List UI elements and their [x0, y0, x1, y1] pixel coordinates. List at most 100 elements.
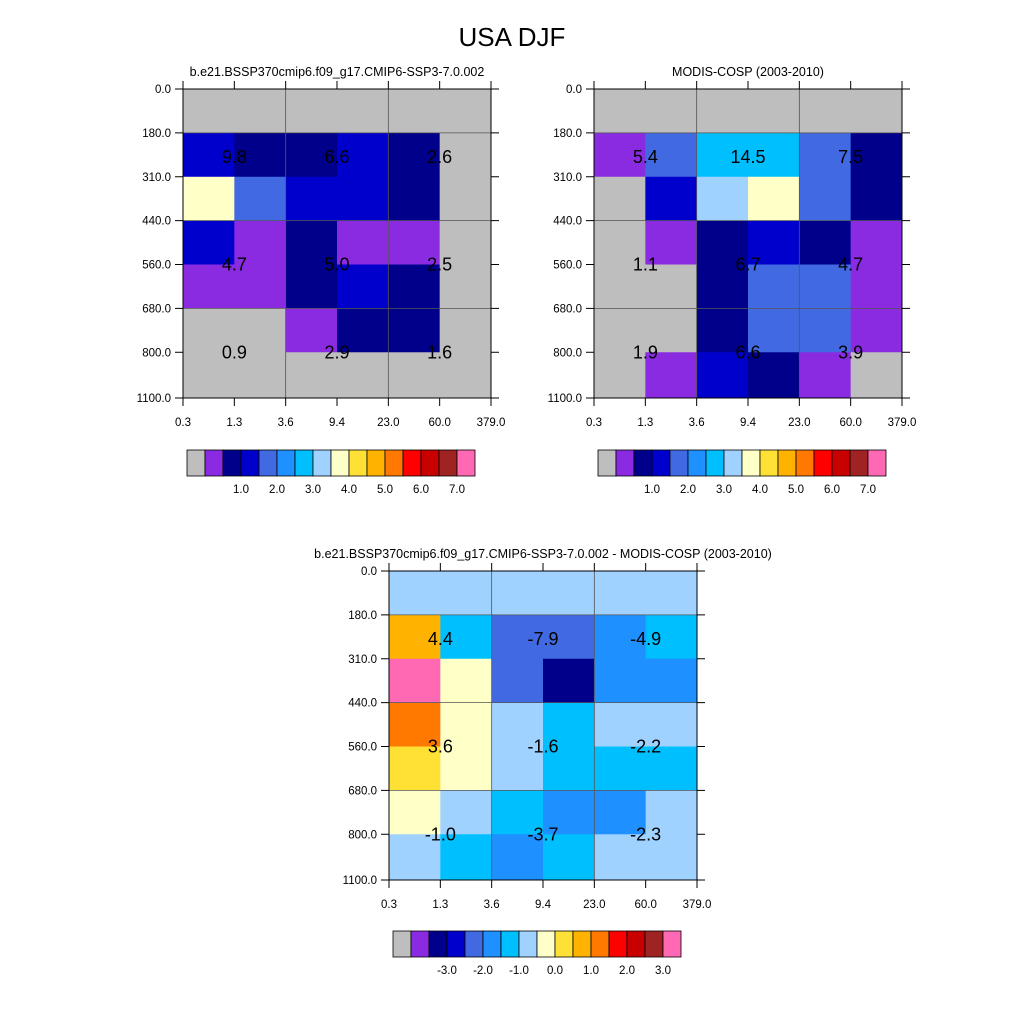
- block-value-label: 2.6: [427, 147, 452, 167]
- colorbar-label: -1.0: [509, 965, 529, 977]
- heatmap-cell: [543, 834, 595, 881]
- colorbar-swatch: [687, 449, 707, 477]
- colorbar-swatch: [330, 449, 350, 477]
- x-tick-label: 1.3: [432, 899, 448, 911]
- heatmap-cell: [440, 834, 493, 881]
- colorbar-swatch: [446, 930, 466, 958]
- colorbar-swatch: [608, 930, 628, 958]
- heatmap-cell: [389, 614, 441, 660]
- heatmap-cell: [234, 264, 287, 309]
- heatmap-cell: [850, 176, 903, 222]
- y-tick-label: 180.0: [348, 610, 377, 622]
- heatmap-cell: [645, 264, 698, 309]
- colorbar-label: 2.0: [619, 965, 635, 977]
- y-tick-label: 0.0: [361, 566, 377, 578]
- heatmap-cell: [594, 746, 647, 791]
- heatmap-cell: [491, 746, 544, 791]
- heatmap-cell: [337, 132, 389, 178]
- block-value-label: 1.1: [633, 255, 658, 275]
- heatmap-cell: [285, 352, 338, 399]
- block-value-label: -7.9: [527, 629, 558, 649]
- x-tick-label: 379.0: [683, 899, 712, 911]
- heatmap-cell: [645, 658, 698, 704]
- x-tick-label: 0.3: [175, 417, 191, 429]
- colorbar-swatch: [723, 449, 743, 477]
- x-tick-label: 379.0: [888, 417, 917, 429]
- colorbar-swatch: [204, 449, 224, 477]
- colorbar-swatch: [312, 449, 332, 477]
- colorbar-label: -3.0: [437, 965, 457, 977]
- heatmap-cell: [388, 132, 441, 178]
- colorbar-swatch: [867, 449, 887, 477]
- heatmap-cell: [594, 220, 646, 265]
- heatmap-cell: [337, 176, 389, 222]
- heatmap-cell: [388, 308, 441, 353]
- heatmap-cell: [439, 89, 492, 134]
- heatmap-cell: [799, 132, 852, 178]
- heatmap-cell: [645, 308, 698, 353]
- heatmap-cell: [696, 308, 749, 353]
- block-value-label: 7.5: [838, 147, 863, 167]
- heatmap-cell: [748, 89, 800, 134]
- heatmap-panel-1: b.e21.BSSP370cmip6.f09_g17.CMIP6-SSP3-7.…: [137, 65, 506, 496]
- block-value-label: 1.9: [633, 342, 658, 362]
- y-tick-label: 800.0: [553, 347, 582, 359]
- heatmap-panel-2: MODIS-COSP (2003-2010) 0.0 180.0 310.0 440.0…: [548, 65, 917, 496]
- block-value-label: 14.5: [730, 147, 765, 167]
- y-tick-label: 680.0: [142, 303, 171, 315]
- heatmap-cell: [234, 352, 287, 399]
- y-tick-label: 560.0: [348, 742, 377, 754]
- heatmap-cell: [440, 746, 493, 791]
- heatmap-cell: [799, 220, 852, 265]
- x-tick-label: 9.4: [535, 899, 552, 911]
- heatmap-cell: [594, 132, 646, 178]
- block-value-label: 4.7: [222, 255, 247, 275]
- colorbar-swatch: [366, 449, 386, 477]
- heatmap-cell: [337, 264, 389, 309]
- heatmap-cell: [696, 89, 749, 134]
- x-tick-label: 1.3: [637, 417, 653, 429]
- colorbar-swatch: [410, 930, 430, 958]
- heatmap-cell: [696, 352, 749, 399]
- heatmap-cell: [594, 89, 646, 134]
- colorbar-swatch: [597, 449, 617, 477]
- heatmap-cell: [337, 89, 389, 134]
- heatmap-cell: [440, 658, 493, 704]
- colorbar-swatch: [294, 449, 314, 477]
- colorbar-swatch: [438, 449, 458, 477]
- colorbar-label: -2.0: [473, 965, 493, 977]
- y-tick-label: 180.0: [553, 128, 582, 140]
- heatmap-cell: [491, 658, 544, 704]
- y-tick-label: 440.0: [142, 216, 171, 228]
- y-tick-label: 800.0: [348, 829, 377, 841]
- heatmap-cell: [183, 89, 235, 134]
- colorbar-label: 5.0: [377, 484, 393, 496]
- heatmap-cell: [594, 308, 646, 353]
- colorbar-label: 2.0: [269, 484, 285, 496]
- heatmap-cell: [696, 264, 749, 309]
- heatmap-cell: [645, 176, 698, 222]
- heatmap-cell: [645, 132, 698, 178]
- heatmap-cell: [285, 220, 338, 265]
- colorbar-swatch: [626, 930, 646, 958]
- heatmap-cell: [594, 352, 646, 399]
- colorbar-swatch: [420, 449, 440, 477]
- block-value-label: -3.7: [527, 824, 558, 844]
- page-title: USA DJF: [459, 22, 566, 52]
- heatmap-cell: [389, 834, 441, 881]
- heatmap-cell: [439, 352, 492, 399]
- y-tick-label: 310.0: [553, 172, 582, 184]
- colorbar-swatch: [402, 449, 422, 477]
- heatmap-cell: [389, 746, 441, 791]
- heatmap-cell: [799, 89, 852, 134]
- y-tick-label: 0.0: [155, 84, 171, 96]
- block-value-label: 2.9: [324, 342, 349, 362]
- x-tick-label: 9.4: [740, 417, 757, 429]
- heatmap-cell: [543, 614, 595, 660]
- block-value-label: 6.7: [735, 255, 760, 275]
- x-tick-label: 3.6: [484, 899, 500, 911]
- colorbar-swatch: [741, 449, 761, 477]
- heatmap-cell: [645, 614, 698, 660]
- colorbar-swatch: [554, 930, 574, 958]
